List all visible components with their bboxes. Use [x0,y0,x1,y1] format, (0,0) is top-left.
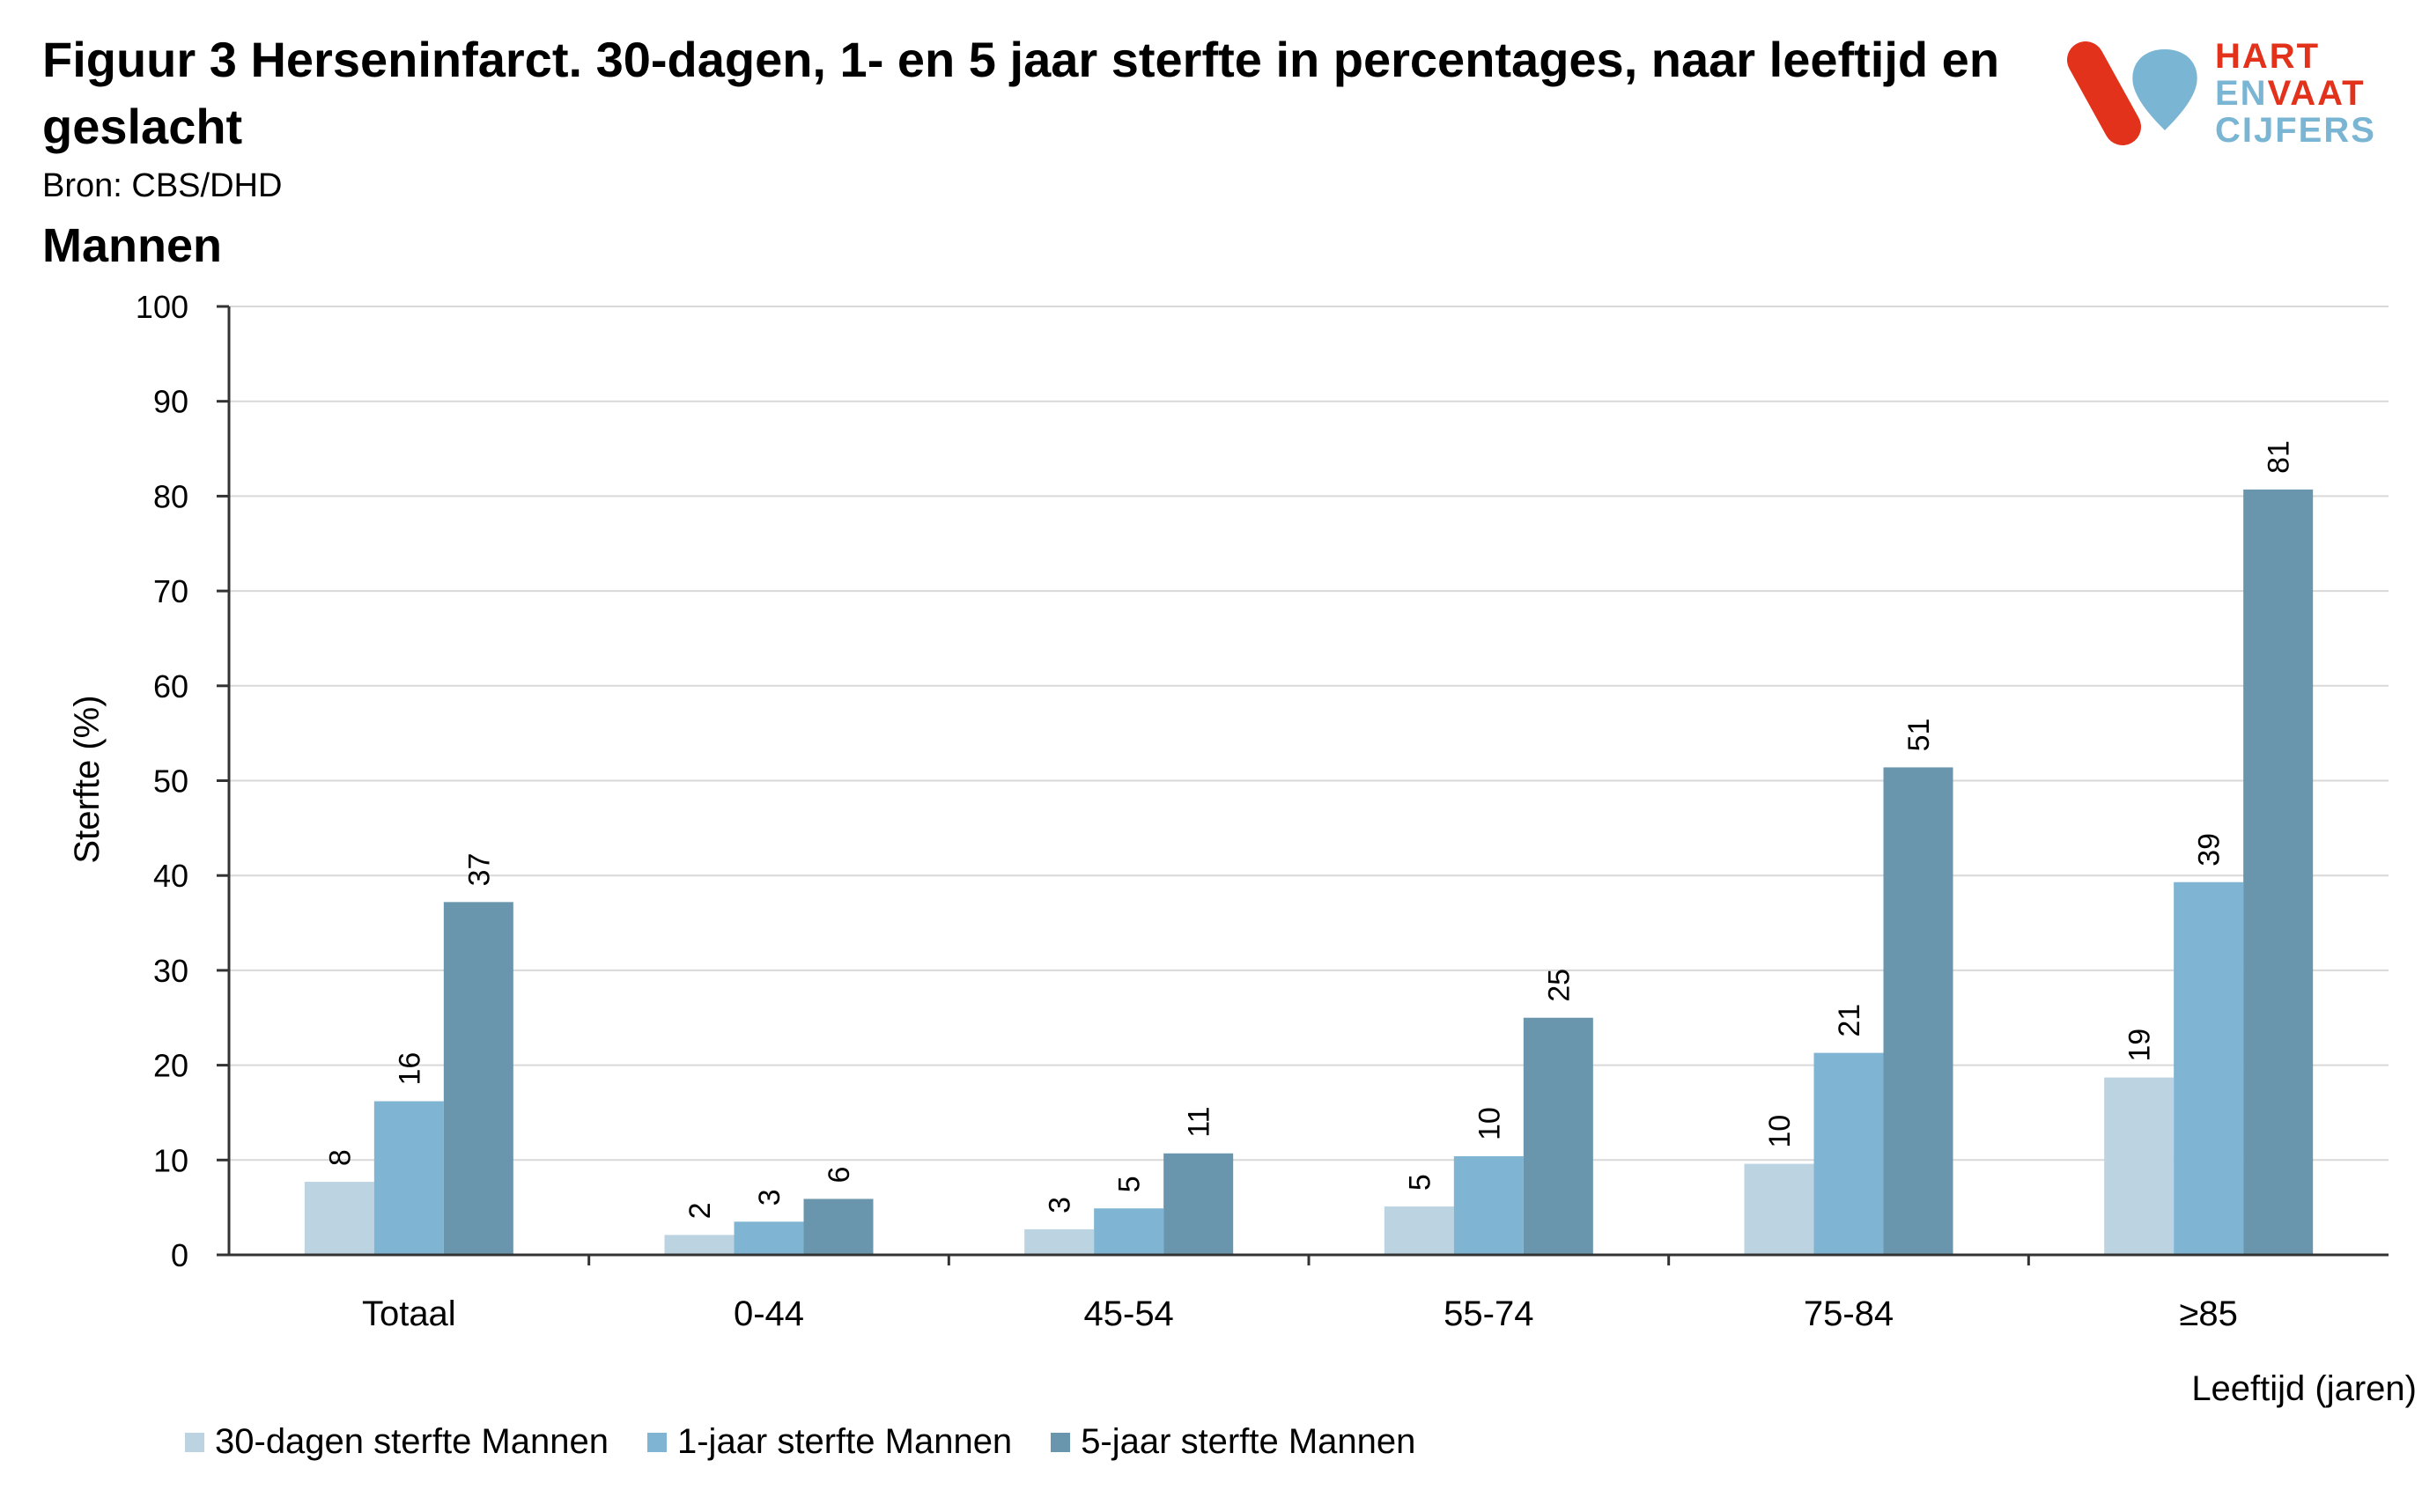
bar-data-label: 39 [2193,833,2226,867]
x-axis-title: Leeftijd (jaren) [2191,1369,2417,1408]
legend-item: 5-jaar sterfte Mannen [1051,1422,1415,1462]
logo-line-3: CIJFERS [2215,111,2376,150]
y-tick-label: 80 [153,478,188,514]
y-tick-label: 40 [153,858,188,894]
bar [1813,1052,1884,1255]
legend: 30-dagen sterfte Mannen 1-jaar sterfte Ma… [185,1422,1415,1462]
bar-data-label: 5 [1403,1174,1436,1191]
gridlines [229,306,2389,1162]
bar-data-label: 19 [2123,1029,2157,1062]
bar-data-label: 8 [323,1149,357,1166]
heart-drop-logo-icon [2067,41,2197,145]
chart-subtitle: Mannen [42,219,223,272]
legend-swatch [185,1432,204,1452]
bars: 8 16 37 2 3 6 3 5 11 5 10 25 10 21 51 19 39 81 [304,440,2314,1255]
y-tick-label: 30 [153,953,188,989]
bar-data-label: 51 [1902,719,1936,752]
logo-line-2: ENVAAT [2215,74,2366,113]
y-tick-label: 100 [136,289,188,325]
y-tick-label: 10 [153,1142,188,1178]
x-tick-label: 55-74 [1444,1294,1533,1333]
bar [1883,767,1953,1255]
y-tick-label: 0 [171,1237,188,1273]
bar [1384,1206,1454,1255]
bar-data-label: 11 [1183,1106,1216,1137]
bar [1453,1155,1524,1255]
bar-data-label: 2 [683,1202,717,1219]
legend-swatch [646,1432,667,1452]
y-tick-label: 70 [153,573,188,609]
legend-item: 30-dagen sterfte Mannen [185,1422,609,1462]
bar [2243,489,2314,1255]
y-tick-label: 90 [153,384,188,420]
bar [803,1199,874,1255]
y-tick-label: 50 [153,763,188,800]
logo-line-2a: EN [2215,74,2268,113]
bar-data-label: 16 [393,1052,426,1086]
x-tick-label: Totaal [362,1294,456,1333]
y-axis-title: Sterfte (%) [68,695,107,863]
bar [2104,1077,2175,1255]
chart-title: Figuur 3 Herseninfarct. 30-dagen, 1- en … [42,32,2000,154]
axes: 0 10 20 30 40 50 60 70 80 90 100 Totaal 0-44 45-54 55-… [136,289,2389,1333]
bar-data-label: 3 [1044,1197,1077,1213]
y-tick-label: 20 [153,1048,188,1084]
bar [2174,881,2244,1255]
bar-data-label: 21 [1833,1004,1866,1037]
bar [373,1101,444,1255]
legend-label: 5-jaar sterfte Mannen [1081,1422,1416,1461]
x-tick-label: 45-54 [1084,1294,1174,1333]
bar-data-label: 6 [823,1167,856,1184]
bar [1163,1153,1234,1255]
x-tick-label: ≥85 [2179,1294,2237,1333]
bar-data-label: 37 [462,853,496,887]
y-tick-label: 60 [153,668,188,704]
bar [304,1182,374,1255]
bar-data-label: 10 [1763,1115,1797,1148]
chart-source: Bron: CBS/DHD [42,167,283,204]
hart-en-vaat-cijfers-logo: HART ENVAAT CIJFERS [2061,32,2404,155]
legend-label: 30-dagen sterfte Mannen [215,1422,609,1461]
bar [664,1235,735,1255]
bar-data-label: 25 [1542,969,1576,1002]
x-tick-label: 0-44 [734,1294,804,1333]
bar [1523,1017,1593,1255]
bar-data-label: 81 [2263,440,2296,474]
bar [1024,1228,1095,1255]
bar [1094,1208,1164,1255]
bar [1744,1163,1814,1255]
legend-swatch [1051,1432,1071,1452]
bar [443,902,513,1255]
x-tick-label: 75-84 [1804,1294,1894,1333]
bar-data-label: 3 [753,1189,786,1206]
logo-line-1: HART [2215,37,2321,76]
bar-data-label: 5 [1113,1176,1147,1192]
bar [734,1221,804,1255]
legend-item: 1-jaar sterfte Mannen [646,1422,1013,1462]
bar-data-label: 10 [1473,1107,1506,1140]
logo-line-2b: VAAT [2267,74,2366,113]
legend-label: 1-jaar sterfte Mannen [676,1422,1013,1461]
